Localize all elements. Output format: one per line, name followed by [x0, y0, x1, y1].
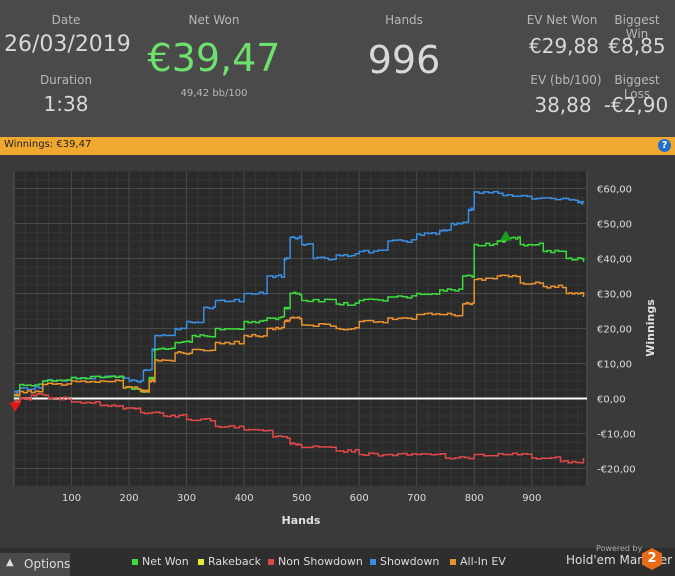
min-marker [9, 402, 22, 412]
legend-rakeback[interactable]: Rakeback [198, 555, 261, 568]
y-tick-label: €30,00 [597, 290, 632, 301]
bigwin-value: €8,85 [608, 34, 666, 58]
y-tick-label: €10,00 [597, 360, 632, 371]
duration-value: 1:38 [43, 92, 89, 116]
evbb-label: EV (bb/100) [530, 73, 602, 87]
options-button[interactable]: ▲ Options [0, 553, 70, 576]
hm2-logo-icon: 2 [642, 548, 662, 570]
date-value: 26/03/2019 [4, 32, 131, 57]
winnings-bar: Winnings: €39,47 ? [0, 137, 675, 155]
series-line-net-won [14, 236, 585, 397]
winnings-chart: 100 200 300 400 500 600 700 800 900 €60,00 €50,00… [9, 170, 657, 527]
series-line-all-in-ev [14, 274, 585, 397]
y-tick-label: -€20,00 [597, 465, 636, 476]
y-tick-label: €40,00 [597, 255, 632, 266]
date-label: Date [51, 13, 81, 27]
bigloss-label: Biggest Loss [614, 73, 660, 101]
series-line-showdown [14, 190, 585, 394]
x-tick-label: 600 [350, 493, 369, 504]
help-icon[interactable]: ? [658, 139, 671, 152]
y-ticks: €60,00 €50,00 €40,00 €30,00 €20,00 €10,00 €0,0… [597, 185, 636, 476]
x-tick-label: 400 [235, 493, 254, 504]
x-tick-label: 900 [522, 493, 541, 504]
powered-by: Powered by [596, 544, 643, 553]
max-marker [499, 230, 512, 241]
legend-net-won[interactable]: Net Won [132, 555, 189, 568]
y-axis-label: Winnings [644, 299, 657, 357]
summary-panel: Date 26/03/2019 Duration 1:38 Net Won €3… [0, 0, 675, 137]
options-label: Options [24, 557, 71, 571]
evnet-label: EV Net Won [526, 13, 598, 27]
bigloss-value: -€2,90 [603, 93, 669, 117]
series-lines [14, 190, 585, 464]
hands-value: 996 [367, 38, 441, 82]
legend-allin-ev[interactable]: All-In EV [450, 555, 506, 568]
x-tick-label: 500 [292, 493, 311, 504]
footer-bar [0, 548, 675, 576]
x-tick-label: 700 [407, 493, 426, 504]
y-tick-label: €50,00 [597, 220, 632, 231]
x-tick-label: 200 [120, 493, 139, 504]
y-tick-label: -€10,00 [597, 430, 636, 441]
netwon-value: €39,47 [147, 36, 281, 80]
chevron-up-icon: ▲ [6, 557, 14, 568]
hands-label: Hands [385, 13, 423, 27]
markers [9, 230, 512, 412]
y-tick-label: €60,00 [597, 185, 632, 196]
legend-non-showdown[interactable]: Non Showdown [268, 555, 363, 568]
bigwin-label: Biggest Win [614, 13, 660, 41]
y-tick-label: €20,00 [597, 325, 632, 336]
x-ticks: 100 200 300 400 500 600 700 800 900 [62, 493, 541, 504]
x-tick-label: 300 [177, 493, 196, 504]
netwon-bb100: 49,42 bb/100 [180, 88, 248, 99]
netwon-label: Net Won [188, 13, 240, 27]
evnet-value: €29,88 [529, 34, 599, 58]
series-line-non-showdown [14, 392, 585, 464]
grid [14, 170, 587, 487]
legend-showdown[interactable]: Showdown [370, 555, 439, 568]
y-tick-label: €0,00 [597, 395, 626, 406]
x-tick-label: 100 [62, 493, 81, 504]
duration-label: Duration [39, 73, 93, 87]
winnings-text: Winnings: €39,47 [4, 139, 92, 150]
x-axis-label: Hands [282, 514, 321, 527]
evbb-value: 38,88 [534, 93, 592, 117]
x-tick-label: 800 [465, 493, 484, 504]
